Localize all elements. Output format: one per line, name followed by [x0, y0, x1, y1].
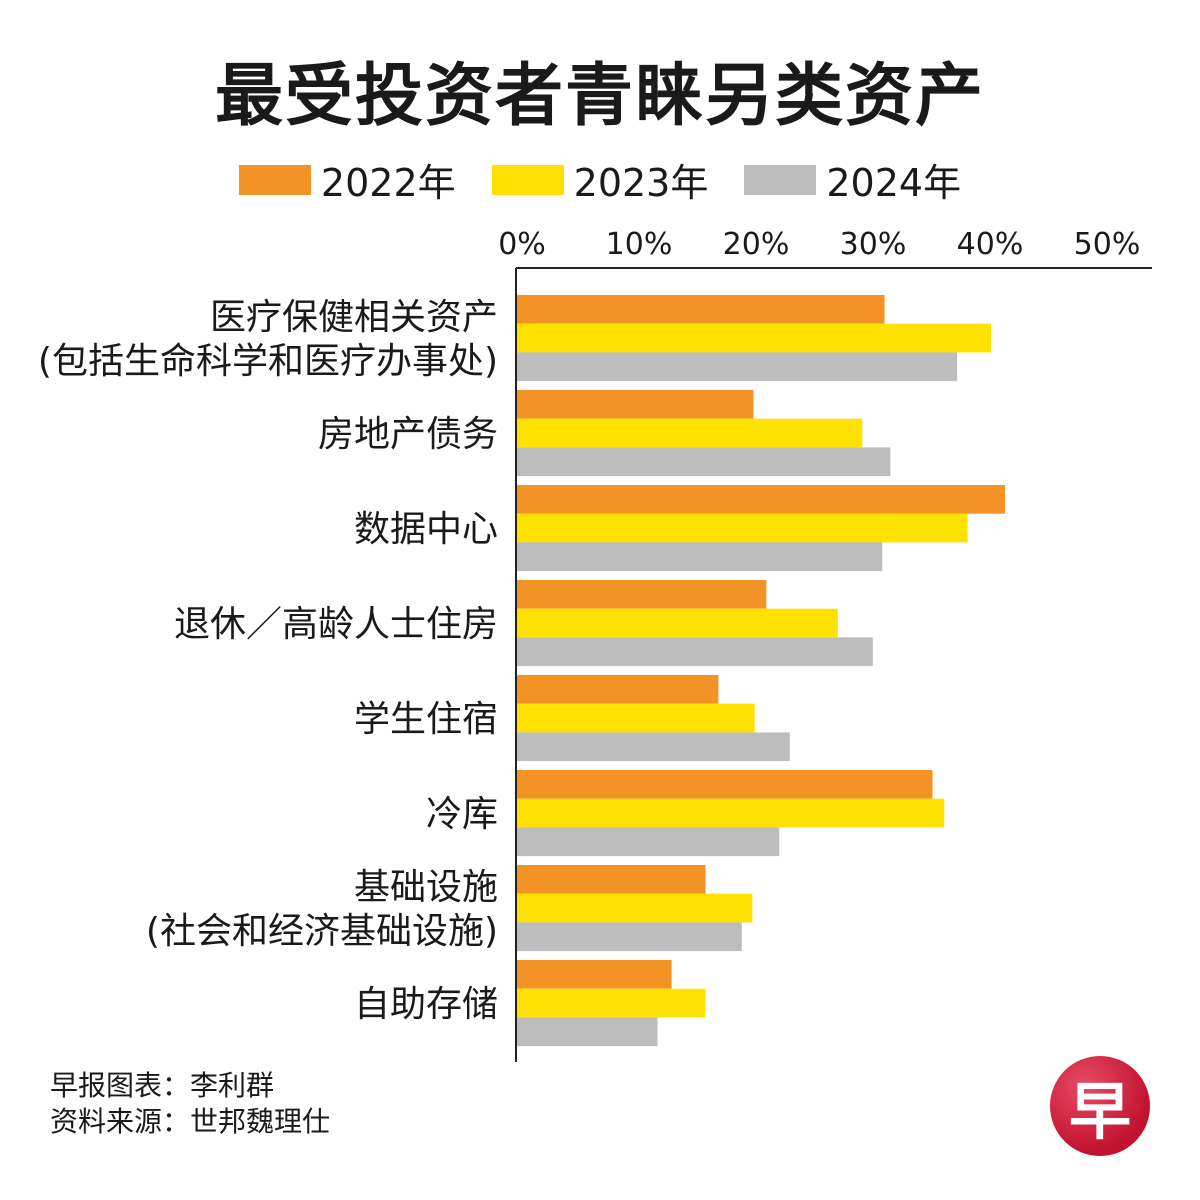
- bar-2023-6: [516, 893, 753, 923]
- credit-chart-author: 早报图表：李利群: [50, 1069, 275, 1102]
- legend-item: 2023年: [491, 152, 709, 207]
- category-label: 基础设施: [354, 867, 498, 908]
- category-label: 冷库: [426, 794, 498, 835]
- x-tick-label: 40%: [957, 227, 1024, 262]
- category-label: 医疗保健相关资产: [210, 297, 498, 338]
- bar-2022-5: [516, 770, 933, 799]
- category-label: (包括生命科学和医疗办事处): [38, 341, 498, 382]
- bar-2023-3: [516, 608, 838, 638]
- bar-2022-1: [516, 390, 754, 419]
- legend-label: 2023年: [573, 161, 709, 205]
- bar-2024-1: [516, 447, 891, 477]
- legend-item: 2022年: [238, 152, 456, 207]
- logo-text: 早: [1068, 1075, 1131, 1148]
- bar-2023-5: [516, 798, 945, 828]
- bar-2022-2: [516, 485, 1006, 514]
- bar-2024-5: [516, 827, 780, 857]
- category-label: 自助存储: [354, 984, 498, 1025]
- x-tick-label: 50%: [1074, 227, 1141, 262]
- bar-2023-4: [516, 703, 755, 733]
- x-tick-label: 30%: [840, 227, 907, 262]
- bar-2022-6: [516, 865, 706, 894]
- legend-label: 2024年: [826, 161, 962, 205]
- bar-2023-2: [516, 513, 968, 543]
- x-tick-label: 20%: [723, 227, 790, 262]
- credits: 早报图表：李利群 资料来源：世邦魏理仕: [50, 1068, 330, 1140]
- bar-2024-3: [516, 637, 873, 667]
- bar-2022-7: [516, 960, 672, 989]
- legend-swatch: [238, 164, 311, 195]
- credit-source: 资料来源：世邦魏理仕: [50, 1105, 331, 1138]
- bar-2023-1: [516, 418, 863, 448]
- bar-2022-4: [516, 675, 719, 704]
- chart-legend: 2022年 2023年 2024年: [0, 152, 1200, 207]
- bar-2024-4: [516, 732, 790, 762]
- legend-swatch: [744, 164, 817, 195]
- legend-label: 2022年: [320, 161, 456, 205]
- bar-2022-0: [516, 295, 885, 324]
- legend-swatch: [491, 164, 564, 195]
- bar-2022-3: [516, 580, 767, 609]
- category-label: 数据中心: [354, 509, 498, 550]
- bar-2023-0: [516, 323, 992, 353]
- category-label: 学生住宿: [354, 699, 498, 740]
- x-tick-label: 10%: [606, 227, 673, 262]
- category-label: (社会和经济基础设施): [146, 911, 498, 952]
- bar-2024-6: [516, 922, 742, 952]
- zaobao-logo: 早: [1050, 1056, 1150, 1156]
- bar-2024-2: [516, 542, 883, 572]
- chart-title: 最受投资者青睐另类资产: [214, 57, 985, 136]
- category-label: 房地产债务: [318, 414, 498, 455]
- x-tick-label: 0%: [498, 227, 546, 262]
- bar-2024-0: [516, 352, 958, 382]
- category-label: 退休／高龄人士住房: [174, 604, 498, 645]
- bar-2024-7: [516, 1017, 658, 1047]
- bar-2023-7: [516, 988, 706, 1018]
- legend-item: 2024年: [744, 152, 961, 207]
